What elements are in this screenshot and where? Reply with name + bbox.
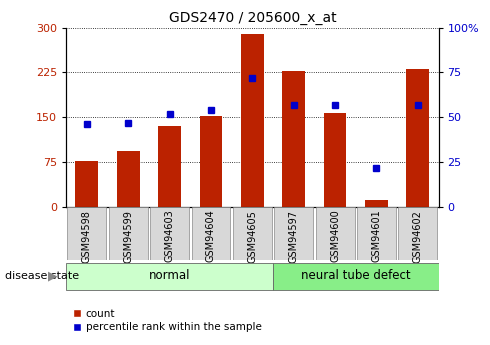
FancyBboxPatch shape: [150, 207, 189, 260]
Bar: [158, 126, 181, 207]
Bar: [199, 116, 222, 207]
Title: GDS2470 / 205600_x_at: GDS2470 / 205600_x_at: [169, 11, 336, 25]
Text: normal: normal: [149, 269, 190, 282]
Text: GSM94602: GSM94602: [413, 210, 423, 263]
FancyBboxPatch shape: [68, 207, 106, 260]
Text: GSM94605: GSM94605: [247, 210, 257, 263]
FancyBboxPatch shape: [357, 207, 396, 260]
Text: GSM94604: GSM94604: [206, 210, 216, 263]
Bar: [241, 33, 264, 207]
FancyBboxPatch shape: [273, 263, 439, 290]
Bar: [365, 200, 388, 207]
Text: GSM94600: GSM94600: [330, 210, 340, 263]
Bar: [282, 71, 305, 207]
FancyBboxPatch shape: [398, 207, 437, 260]
FancyBboxPatch shape: [316, 207, 355, 260]
Text: GSM94598: GSM94598: [82, 210, 92, 263]
Legend: count, percentile rank within the sample: count, percentile rank within the sample: [69, 305, 266, 336]
Bar: [407, 69, 429, 207]
Text: ▶: ▶: [48, 270, 58, 283]
FancyBboxPatch shape: [274, 207, 313, 260]
Bar: [75, 161, 98, 207]
FancyBboxPatch shape: [233, 207, 272, 260]
Text: GSM94597: GSM94597: [289, 210, 299, 263]
Bar: [324, 112, 346, 207]
Text: GSM94603: GSM94603: [165, 210, 174, 263]
Text: disease state: disease state: [5, 272, 79, 281]
FancyBboxPatch shape: [192, 207, 230, 260]
FancyBboxPatch shape: [66, 263, 273, 290]
Text: neural tube defect: neural tube defect: [301, 269, 411, 282]
FancyBboxPatch shape: [109, 207, 147, 260]
Text: GSM94599: GSM94599: [123, 210, 133, 263]
Text: GSM94601: GSM94601: [371, 210, 382, 263]
Bar: [117, 151, 140, 207]
